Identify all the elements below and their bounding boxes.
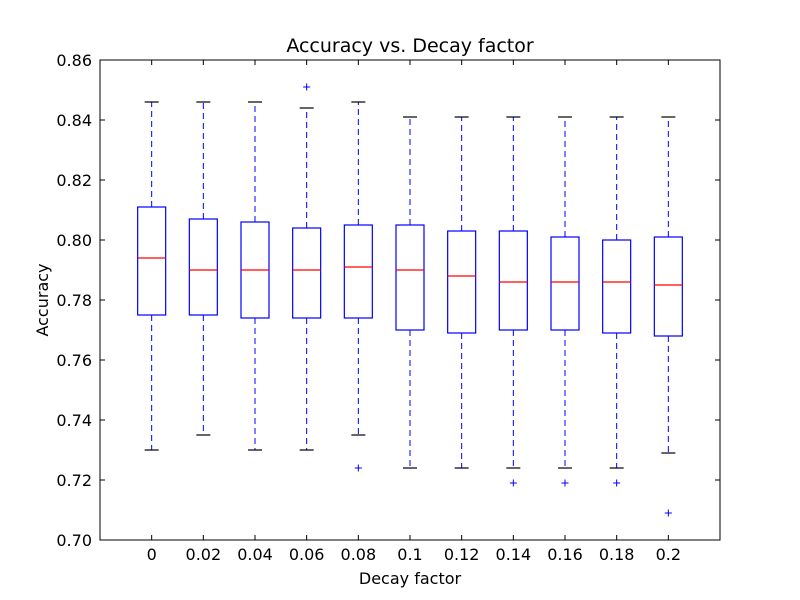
iqr-box xyxy=(395,224,425,331)
x-tick-label: 0.18 xyxy=(599,545,635,564)
box-3 xyxy=(292,83,322,451)
plot-marks xyxy=(137,83,683,517)
iqr-box xyxy=(343,224,373,319)
iqr-box xyxy=(292,227,322,319)
x-tick-label: 0 xyxy=(147,545,157,564)
y-tick-label: 0.86 xyxy=(56,51,92,70)
box-4 xyxy=(343,101,373,472)
iqr-box xyxy=(550,236,580,331)
box-5 xyxy=(395,116,425,469)
x-tick-label: 0.02 xyxy=(186,545,222,564)
outlier-marker xyxy=(303,83,311,91)
x-tick-label: 0.2 xyxy=(656,545,681,564)
y-tick-label: 0.76 xyxy=(56,351,92,370)
outlier-marker xyxy=(664,509,672,517)
box-10 xyxy=(653,116,683,517)
y-tick-label: 0.82 xyxy=(56,171,92,190)
iqr-box xyxy=(188,218,218,316)
iqr-box xyxy=(498,230,528,331)
box-0 xyxy=(137,101,167,451)
x-axis-label: Decay factor xyxy=(359,569,462,588)
box-8 xyxy=(550,116,580,487)
plot-frame xyxy=(99,59,721,541)
outlier-marker xyxy=(561,479,569,487)
x-tick-label: 0.08 xyxy=(341,545,377,564)
x-tick-label: 0.06 xyxy=(289,545,325,564)
outlier-marker xyxy=(509,479,517,487)
y-tick-label: 0.78 xyxy=(56,291,92,310)
y-tick-label: 0.74 xyxy=(56,411,92,430)
y-tick-label: 0.80 xyxy=(56,231,92,250)
y-tick-label: 0.84 xyxy=(56,111,92,130)
outlier-marker xyxy=(613,479,621,487)
x-tick-label: 0.14 xyxy=(496,545,532,564)
axis-ticks: 0 0.02 0.04 0.06 0.08 0.1 0.12 0.14 0.16 0.18 0.2 0… xyxy=(56,51,720,564)
iqr-box xyxy=(602,239,632,334)
x-tick-label: 0.16 xyxy=(547,545,583,564)
box-1 xyxy=(188,101,218,436)
box-6 xyxy=(447,116,477,469)
x-tick-label: 0.1 xyxy=(397,545,422,564)
box-7 xyxy=(498,116,528,487)
outlier-marker xyxy=(354,464,362,472)
iqr-box xyxy=(447,230,477,334)
x-tick-label: 0.12 xyxy=(444,545,480,564)
y-tick-label: 0.72 xyxy=(56,471,92,490)
iqr-box xyxy=(653,236,683,337)
box-2 xyxy=(240,101,270,451)
chart-title: Accuracy vs. Decay factor xyxy=(286,35,534,57)
y-axis-label: Accuracy xyxy=(33,263,52,336)
box-9 xyxy=(602,116,632,487)
iqr-box xyxy=(137,206,167,316)
x-tick-label: 0.04 xyxy=(237,545,273,564)
y-tick-label: 0.70 xyxy=(56,531,92,550)
